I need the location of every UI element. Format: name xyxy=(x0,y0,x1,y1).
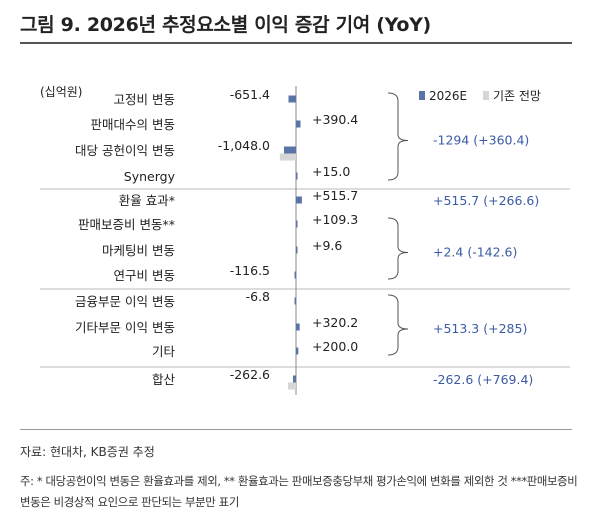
chart-canvas: (십억원) 2026E 기존 전망 고정비 변동 -651.4 판매대수의 변동 +39… xyxy=(40,85,570,395)
group-1: +515.7 (+266.6) xyxy=(433,193,539,208)
value-label: +515.7 xyxy=(312,188,358,203)
group-3: +513.3 (+285) xyxy=(387,294,527,356)
source-rule xyxy=(20,429,572,430)
category-label: Synergy xyxy=(124,169,176,184)
group-4: -262.6 (+769.4) xyxy=(433,372,533,387)
value-label: +200.0 xyxy=(312,339,358,354)
category-label: 기타 xyxy=(152,344,176,359)
source-note: 자료: 현대차, KB증권 추정 xyxy=(20,445,155,459)
category-label: 마케팅비 변동 xyxy=(102,243,175,258)
value-label: +9.6 xyxy=(312,238,342,253)
row-7: 연구비 변동 -116.5 xyxy=(114,263,296,283)
group-summaries: -1294 (+360.4) +515.7 (+266.6) +2.4 (-142.… xyxy=(387,92,539,387)
category-label: 판매대수의 변동 xyxy=(91,117,175,132)
group-bracket xyxy=(387,294,409,356)
category-label: 기타부문 이익 변동 xyxy=(75,320,175,335)
value-label: +320.2 xyxy=(312,315,358,330)
legend-label-1: 기존 전망 xyxy=(493,89,541,103)
group-bracket xyxy=(387,92,409,181)
group-bracket xyxy=(387,217,409,280)
group-summary-label: +2.4 (-142.6) xyxy=(433,245,517,260)
group-2: +2.4 (-142.6) xyxy=(387,217,517,280)
legend-label-0: 2026E xyxy=(429,89,467,103)
value-label: -651.4 xyxy=(230,87,270,102)
legend-swatch-1 xyxy=(483,91,489,100)
chart-title: 그림 9. 2026년 추정요소별 이익 증감 기여 (YoY) xyxy=(20,14,431,36)
bar-2026e xyxy=(296,220,298,228)
category-label: 연구비 변동 xyxy=(114,268,175,283)
footnote: 주: * 대당공헌이익 변동은 환율효과를 제외, ** 환율효과는 판매보증충… xyxy=(20,474,578,509)
category-label: 고정비 변동 xyxy=(114,92,175,107)
row-5: 판매보증비 변동** +109.3 xyxy=(78,212,358,232)
bar-prior xyxy=(279,153,296,161)
value-label: +109.3 xyxy=(312,212,358,227)
chart-rows: 고정비 변동 -651.4 판매대수의 변동 +390.4 대당 공헌이익 변동 -1,0… xyxy=(75,87,358,390)
group-summary-label: +515.7 (+266.6) xyxy=(433,193,539,208)
row-9: 기타부문 이익 변동 +320.2 xyxy=(75,315,358,335)
bar-2026e xyxy=(296,347,299,355)
value-label: -262.6 xyxy=(230,367,270,382)
row-2: 대당 공헌이익 변동 -1,048.0 xyxy=(75,138,296,161)
bar-2026e xyxy=(283,146,296,154)
value-label: +15.0 xyxy=(312,164,350,179)
title-rule xyxy=(20,42,572,44)
category-label: 합산 xyxy=(152,372,176,387)
category-label: 금융부문 이익 변동 xyxy=(75,294,175,309)
bar-2026e xyxy=(296,196,302,204)
value-label: +390.4 xyxy=(312,112,358,127)
bar-2026e xyxy=(296,246,298,254)
group-summary-label: +513.3 (+285) xyxy=(433,321,527,336)
bar-2026e xyxy=(296,120,301,128)
row-1: 판매대수의 변동 +390.4 xyxy=(91,112,359,132)
row-4: 환율 효과* +515.7 xyxy=(119,188,359,208)
bar-2026e xyxy=(294,297,296,305)
group-dividers xyxy=(40,188,570,368)
bar-2026e xyxy=(296,323,300,331)
bar-2026e xyxy=(292,375,296,383)
bar-prior xyxy=(288,382,296,390)
legend-swatch-0 xyxy=(419,91,425,100)
bar-2026e xyxy=(288,95,296,103)
row-11: 합산 -262.6 xyxy=(152,367,296,390)
row-8: 금융부문 이익 변동 -6.8 xyxy=(75,289,296,309)
row-6: 마케팅비 변동 +9.6 xyxy=(102,238,342,258)
row-10: 기타 +200.0 xyxy=(152,339,358,359)
row-3: Synergy +15.0 xyxy=(124,164,351,184)
category-label: 대당 공헌이익 변동 xyxy=(75,143,175,158)
legend: 2026E 기존 전망 xyxy=(419,89,541,103)
bar-2026e xyxy=(296,172,298,180)
group-summary-label: -1294 (+360.4) xyxy=(433,133,529,148)
row-0: 고정비 변동 -651.4 xyxy=(114,87,296,107)
category-label: 판매보증비 변동** xyxy=(78,217,175,232)
unit-label: (십억원) xyxy=(40,85,82,99)
group-0: -1294 (+360.4) xyxy=(387,92,529,181)
value-label: -116.5 xyxy=(230,263,270,278)
category-label: 환율 효과* xyxy=(119,193,175,208)
value-label: -6.8 xyxy=(246,289,270,304)
value-label: -1,048.0 xyxy=(218,138,270,153)
bar-2026e xyxy=(294,271,296,279)
group-summary-label: -262.6 (+769.4) xyxy=(433,372,533,387)
